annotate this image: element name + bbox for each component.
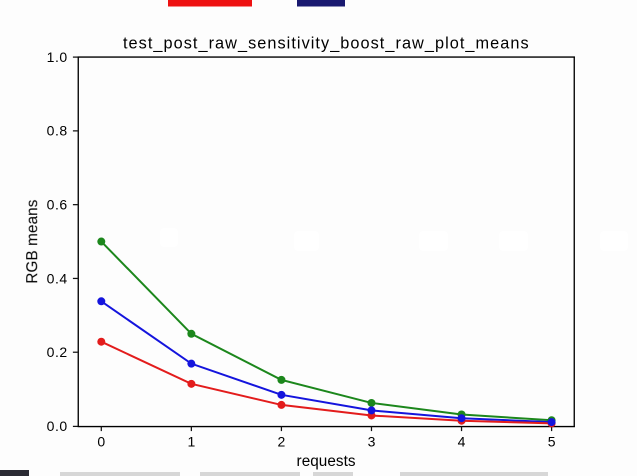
svg-text:2: 2 <box>278 434 286 450</box>
svg-text:0.4: 0.4 <box>47 270 68 286</box>
svg-text:5: 5 <box>548 434 556 450</box>
svg-text:test_post_raw_sensitivity_boos: test_post_raw_sensitivity_boost_raw_plot… <box>123 35 530 53</box>
svg-text:0.2: 0.2 <box>47 344 68 360</box>
svg-text:0: 0 <box>97 434 105 450</box>
svg-text:1: 1 <box>187 434 195 450</box>
svg-text:0.8: 0.8 <box>47 123 68 139</box>
svg-text:0.0: 0.0 <box>47 418 68 434</box>
svg-text:1.0: 1.0 <box>47 49 68 65</box>
svg-text:4: 4 <box>458 434 466 450</box>
svg-text:requests: requests <box>297 453 356 470</box>
svg-text:0.6: 0.6 <box>47 197 68 213</box>
svg-text:RGB means: RGB means <box>24 199 41 283</box>
svg-text:3: 3 <box>368 434 376 450</box>
